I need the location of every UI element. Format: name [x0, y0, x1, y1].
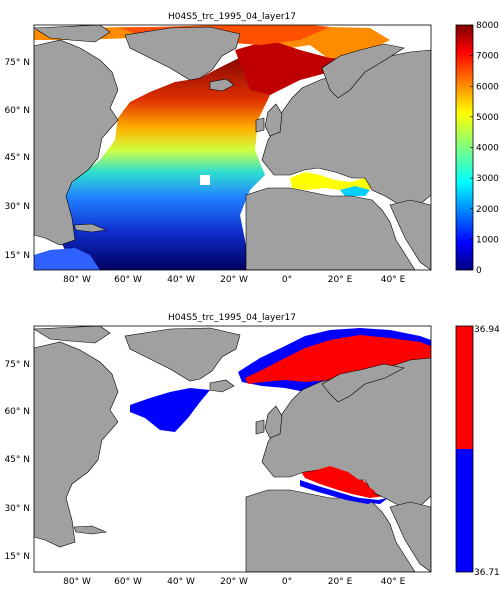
- colorbar-tick-label: 7000: [476, 52, 499, 62]
- cuba: [73, 223, 108, 233]
- panel-a-land: [34, 25, 431, 270]
- panel-b-lat-75: 75° N: [4, 360, 30, 370]
- panel-b-lon-80w: 80° W: [63, 577, 91, 587]
- panel-a-lon-80w: 80° W: [63, 275, 91, 285]
- panel-b-colorbar-low: [456, 449, 473, 572]
- panel-b-lat-30: 30° N: [4, 504, 30, 514]
- panel-a-lon-40w: 40° W: [167, 275, 195, 285]
- panel-a-lon-20e: 20° E: [328, 275, 353, 285]
- panel-b-title: H04S5_trc_1995_04_layer17: [168, 313, 296, 323]
- arabia: [389, 199, 431, 270]
- panel-a-lon-0: 0°: [282, 275, 292, 285]
- arabia-b: [389, 501, 431, 572]
- panel-a-lat-15: 15° N: [4, 251, 30, 261]
- colorbar-tick-label: 2000: [476, 205, 499, 215]
- north-america-b: [34, 341, 119, 548]
- panel-a-frame: [33, 24, 432, 271]
- panel-b-colorbar: [455, 325, 474, 573]
- panel-b-lon-60w: 60° W: [114, 577, 142, 587]
- panel-a-lon-20w: 20° W: [220, 275, 248, 285]
- panel-a-map: [34, 25, 431, 270]
- panel-b-colorbar-bottom-label: 36.712: [474, 568, 500, 578]
- scandinavia-b: [321, 363, 405, 403]
- panel-b-land: [34, 326, 431, 572]
- panel-b-colorbar-high: [456, 326, 473, 449]
- africa-b: [245, 489, 416, 572]
- colorbar-tick-label: 3000: [476, 174, 499, 184]
- ireland-b: [255, 419, 265, 435]
- panel-a: H04S5_trc_1995_04_layer17: [4, 12, 499, 285]
- colorbar-tick-label: 5000: [476, 113, 499, 123]
- panel-a-lon-60w: 60° W: [114, 275, 142, 285]
- colorbar-tick-label: 4000: [476, 144, 499, 154]
- greenland-b: [124, 327, 241, 382]
- iceland-b: [209, 379, 235, 393]
- panel-b-lat-15: 15° N: [4, 552, 30, 562]
- panel-b-frame: [33, 325, 432, 573]
- greenland: [124, 26, 241, 81]
- colorbar-tick-label: 1000: [476, 235, 499, 245]
- britain: [264, 103, 283, 137]
- panel-b-lon-20w: 20° W: [220, 577, 248, 587]
- panel-a-lon-40e: 40° E: [381, 275, 406, 285]
- med-blue: [300, 480, 388, 504]
- panel-b-map: [34, 326, 431, 572]
- panel-b-lat-45: 45° N: [4, 455, 30, 465]
- panel-b-colorbar-top-label: 36.946: [474, 325, 500, 335]
- panel-a-colorbar-ticks: 0 1000 2000 3000 4000 5000 6000 7000 8000: [470, 21, 499, 276]
- panel-b-lon-40w: 40° W: [167, 577, 195, 587]
- panel-a-lat-45: 45° N: [4, 153, 30, 163]
- colorbar-tick-label: 0: [476, 266, 482, 276]
- panel-b-lat-60: 60° N: [4, 407, 30, 417]
- panel-b-lon-20e: 20° E: [328, 577, 353, 587]
- panel-b-lon-0: 0°: [282, 577, 292, 587]
- labrador-blue: [130, 388, 210, 432]
- colorbar-tick-label: 8000: [476, 21, 499, 31]
- colorbar-tick-label: 6000: [476, 82, 499, 92]
- panel-a-lat-75: 75° N: [4, 58, 30, 68]
- iceland: [209, 78, 235, 92]
- nordic-red: [245, 335, 431, 384]
- panel-a-lat-30: 30° N: [4, 202, 30, 212]
- africa: [245, 187, 416, 270]
- cuba-b: [73, 525, 108, 535]
- britain-b: [264, 405, 283, 439]
- ireland: [255, 117, 265, 133]
- scandinavia: [321, 43, 405, 99]
- north-america: [34, 39, 119, 246]
- europe: [261, 49, 431, 207]
- baffin: [34, 25, 111, 43]
- panel-a-title: H04S5_trc_1995_04_layer17: [168, 12, 296, 22]
- baffin-b: [34, 326, 111, 344]
- panel-a-lat-60: 60° N: [4, 106, 30, 116]
- panel-b: H04S5_trc_1995_04_layer17: [4, 313, 500, 587]
- panel-b-lon-40e: 40° E: [381, 577, 406, 587]
